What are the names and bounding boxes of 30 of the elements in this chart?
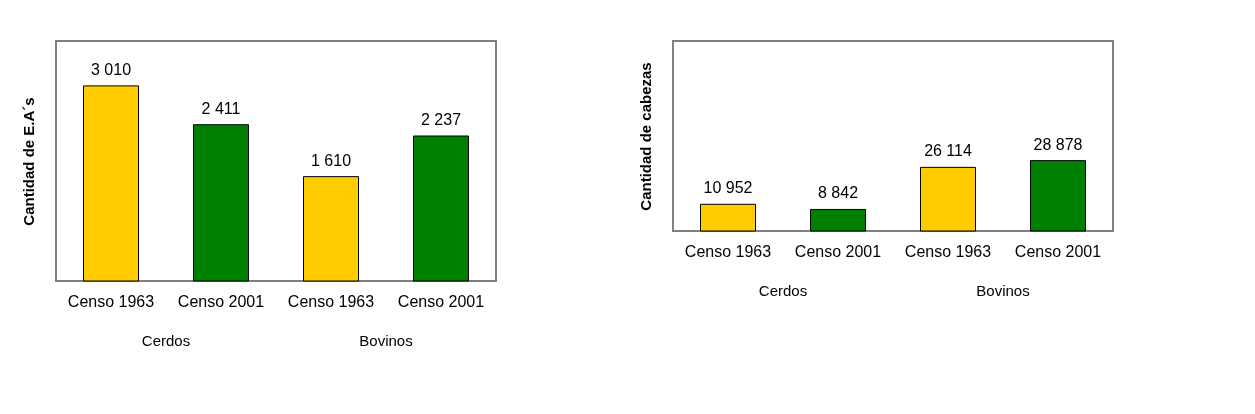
data-label: 26 114 [924,142,972,160]
text: Bovinos [359,332,413,349]
bar [303,176,359,282]
x-tick-label: Censo 1963 [67,292,155,310]
bar [83,85,139,282]
bar [920,166,976,232]
data-label: 3 010 [90,60,132,78]
bar [810,208,866,232]
bar [700,203,756,232]
text: Bovinos [976,282,1030,299]
y-axis-title: Cantidad de E.A´s [19,97,37,226]
x-tick-label: Censo 2001 [794,242,882,260]
data-label: 2 237 [420,110,462,128]
data-label: 8 842 [817,184,859,202]
y-axis-title: Cantidad de cabezas [636,62,654,211]
x-tick-label: Censo 2001 [177,292,265,310]
text: Cerdos [141,332,191,349]
x-tick-label: Censo 1963 [684,242,772,260]
x-tick-label: Censo 1963 [287,292,375,310]
x-tick-label: Censo 2001 [397,292,485,310]
data-label: 28 878 [1033,135,1083,153]
data-label: 2 411 [201,99,241,117]
bar [193,124,249,282]
bar [1030,160,1086,232]
text: Cerdos [758,282,808,299]
bar [413,135,469,282]
data-label: 1 610 [310,151,352,169]
x-tick-label: Censo 2001 [1014,242,1102,260]
x-tick-label: Censo 1963 [904,242,992,260]
data-label: 10 952 [703,179,753,197]
